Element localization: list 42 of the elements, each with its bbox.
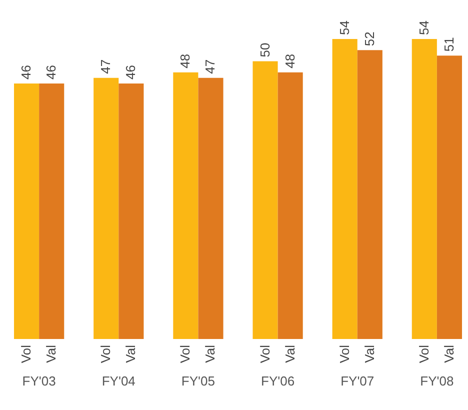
x-tick-label: FY'06	[261, 374, 295, 388]
x-tick-label: FY'08	[420, 374, 454, 388]
data-label: 54	[416, 20, 432, 35]
data-label: 54	[336, 20, 352, 35]
text: Vol	[416, 345, 432, 364]
bar	[332, 39, 358, 339]
bar	[173, 72, 198, 339]
data-label: 47	[98, 59, 114, 74]
x-tick-label: FY'03	[22, 374, 56, 388]
bar	[436, 56, 462, 339]
x-tick-label: FY'07	[340, 374, 374, 388]
x-tick-label: FY'05	[181, 374, 215, 388]
text: Vol	[257, 345, 272, 364]
text: Val	[202, 345, 218, 363]
bar	[198, 78, 224, 339]
bar	[39, 83, 64, 339]
bar	[357, 50, 382, 339]
bar	[94, 78, 119, 339]
data-label: 46	[44, 64, 59, 80]
data-label: 50	[257, 42, 272, 58]
text: Vol	[98, 345, 114, 364]
data-label: 48	[178, 54, 193, 68]
bar	[412, 39, 437, 339]
data-label: 52	[362, 32, 377, 46]
data-label: 51	[441, 37, 456, 52]
data-label: 46	[18, 64, 34, 80]
text: Val	[282, 345, 298, 363]
data-label: 46	[123, 64, 138, 80]
text: Vol	[178, 345, 193, 364]
data-label: 47	[202, 59, 218, 74]
x-tick-label: FY'04	[102, 374, 136, 388]
bar	[252, 61, 278, 339]
text: Val	[362, 345, 377, 363]
bar	[14, 83, 40, 339]
bar	[278, 72, 303, 339]
text: Vol	[18, 344, 34, 364]
text: Val	[44, 344, 59, 363]
text: Val	[441, 345, 456, 363]
text: Vol	[336, 345, 352, 364]
text: Val	[123, 345, 138, 363]
bar	[118, 83, 144, 339]
data-label: 48	[282, 54, 298, 68]
